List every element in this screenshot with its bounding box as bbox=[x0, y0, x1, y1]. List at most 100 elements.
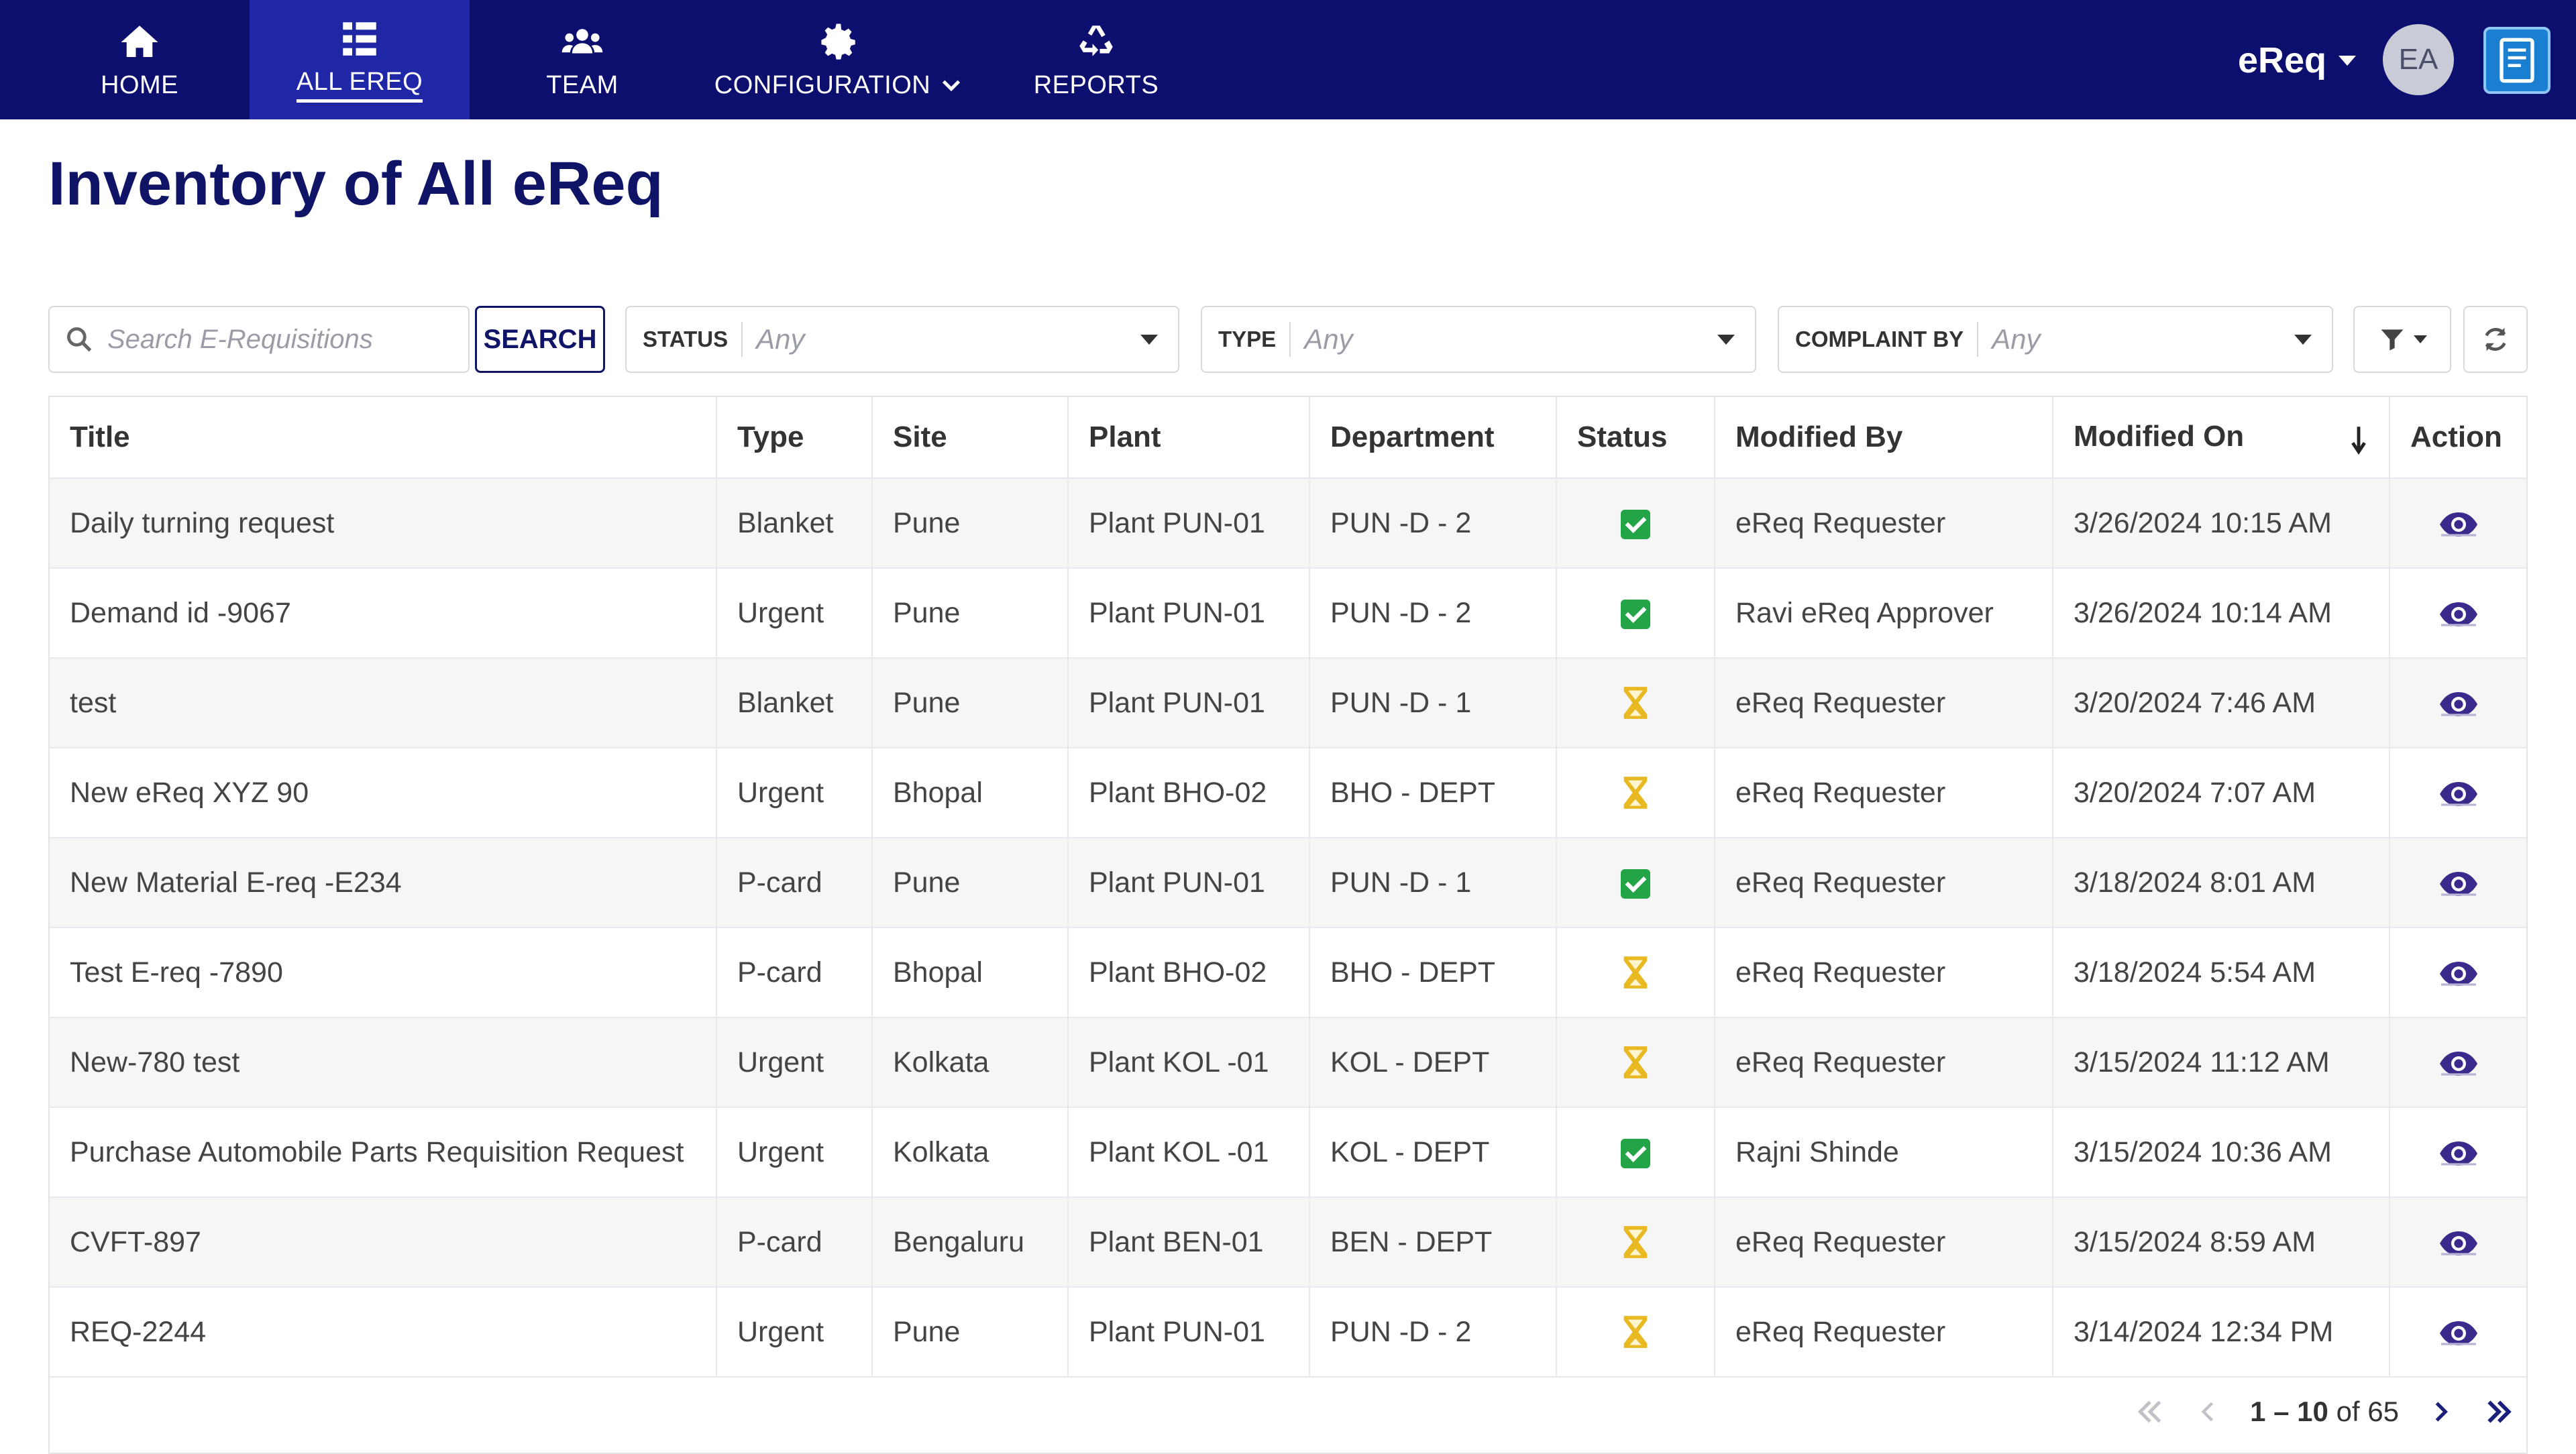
cell-site: Pune bbox=[872, 658, 1069, 748]
approved-check-icon bbox=[1621, 510, 1650, 540]
cell-action bbox=[2390, 838, 2526, 928]
status-filter[interactable]: STATUS Any bbox=[625, 306, 1179, 373]
table-row[interactable]: Demand id -9067 Urgent Pune Plant PUN-01 PUN… bbox=[50, 568, 2526, 659]
nav-team-label: TEAM bbox=[546, 70, 619, 99]
team-icon bbox=[561, 28, 603, 53]
caret-down-icon bbox=[2339, 55, 2357, 66]
app-switcher[interactable]: eReq bbox=[2238, 34, 2357, 87]
cell-type: Blanket bbox=[716, 478, 873, 569]
view-eye-icon[interactable] bbox=[2438, 1049, 2479, 1078]
cell-type: Urgent bbox=[716, 748, 873, 838]
column-header-site[interactable]: Site bbox=[872, 397, 1069, 479]
search-input[interactable] bbox=[106, 323, 458, 355]
cell-type: Urgent bbox=[716, 1107, 873, 1198]
nav-team[interactable]: TEAM bbox=[496, 0, 668, 119]
table-row[interactable]: New Material E-req -E234 P-card Pune Plant … bbox=[50, 838, 2526, 928]
advanced-filter-button[interactable] bbox=[2353, 306, 2451, 373]
cell-action bbox=[2390, 928, 2526, 1018]
nav-all-ereq-label: ALL EREQ bbox=[296, 68, 423, 103]
cell-plant: Plant KOL -01 bbox=[1068, 1107, 1310, 1198]
nav-all-ereq[interactable]: ALL EREQ bbox=[250, 0, 470, 119]
hourglass-icon bbox=[1623, 687, 1648, 720]
column-header-type[interactable]: Type bbox=[716, 397, 873, 479]
cell-department: PUN -D - 1 bbox=[1309, 838, 1557, 928]
cell-action bbox=[2390, 1197, 2526, 1288]
view-eye-icon[interactable] bbox=[2438, 1319, 2479, 1348]
search-button[interactable]: SEARCH bbox=[475, 306, 605, 373]
cell-site: Kolkata bbox=[872, 1017, 1069, 1108]
column-header-modified-by[interactable]: Modified By bbox=[1715, 397, 2053, 479]
hourglass-icon bbox=[1623, 1226, 1648, 1259]
cell-modified-on: 3/20/2024 7:07 AM bbox=[2053, 748, 2390, 838]
cell-modified-on: 3/26/2024 10:14 AM bbox=[2053, 568, 2390, 659]
cell-title: REQ-2244 bbox=[50, 1287, 717, 1378]
cell-action bbox=[2390, 568, 2526, 659]
top-navbar: HOME ALL EREQ TEAM CONFIGURATION REPORTS… bbox=[0, 0, 2576, 119]
column-header-plant[interactable]: Plant bbox=[1068, 397, 1310, 479]
view-eye-icon[interactable] bbox=[2438, 1229, 2479, 1258]
column-header-status[interactable]: Status bbox=[1556, 397, 1715, 479]
type-filter[interactable]: TYPE Any bbox=[1201, 306, 1756, 373]
cell-title: New Material E-req -E234 bbox=[50, 838, 717, 928]
table-row[interactable]: Daily turning request Blanket Pune Plant PU… bbox=[50, 478, 2526, 569]
column-header-title[interactable]: Title bbox=[50, 397, 717, 479]
sort-descending-icon[interactable] bbox=[2349, 425, 2369, 455]
nav-reports-label: REPORTS bbox=[1033, 70, 1159, 99]
cell-department: PUN -D - 1 bbox=[1309, 658, 1557, 748]
cell-site: Pune bbox=[872, 1287, 1069, 1378]
table-row[interactable]: New eReq XYZ 90 Urgent Bhopal Plant BHO-02 B… bbox=[50, 748, 2526, 838]
cell-modified-on: 3/26/2024 10:15 AM bbox=[2053, 478, 2390, 569]
view-eye-icon[interactable] bbox=[2438, 779, 2479, 809]
view-eye-icon[interactable] bbox=[2438, 869, 2479, 899]
table-row[interactable]: Purchase Automobile Parts Requisition Re… bbox=[50, 1107, 2526, 1198]
app-logo[interactable] bbox=[2483, 27, 2551, 94]
table-row[interactable]: New-780 test Urgent Kolkata Plant KOL -01 KO… bbox=[50, 1017, 2526, 1108]
last-page-icon[interactable] bbox=[2482, 1395, 2516, 1429]
refresh-button[interactable] bbox=[2463, 306, 2528, 373]
cell-action bbox=[2390, 1017, 2526, 1108]
next-page-icon[interactable] bbox=[2426, 1397, 2455, 1427]
cell-modified-by: eReq Requester bbox=[1715, 928, 2053, 1018]
cell-modified-by: eReq Requester bbox=[1715, 838, 2053, 928]
cell-title: test bbox=[50, 658, 717, 748]
table-row[interactable]: Test E-req -7890 P-card Bhopal Plant BHO-02… bbox=[50, 928, 2526, 1018]
cell-title: New-780 test bbox=[50, 1017, 717, 1108]
page-range-text: 1 – 10 of 65 bbox=[2250, 1396, 2399, 1428]
table-row[interactable]: CVFT-897 P-card Bengaluru Plant BEN-01 BEN -… bbox=[50, 1197, 2526, 1288]
cell-type: P-card bbox=[716, 838, 873, 928]
nav-home[interactable]: HOME bbox=[47, 0, 232, 119]
cell-department: BHO - DEPT bbox=[1309, 928, 1557, 1018]
cell-modified-on: 3/15/2024 8:59 AM bbox=[2053, 1197, 2390, 1288]
nav-configuration[interactable]: CONFIGURATION bbox=[698, 0, 979, 119]
type-filter-label: TYPE bbox=[1202, 322, 1291, 357]
cell-modified-on: 3/18/2024 5:54 AM bbox=[2053, 928, 2390, 1018]
cell-site: Bengaluru bbox=[872, 1197, 1069, 1288]
cell-department: BHO - DEPT bbox=[1309, 748, 1557, 838]
view-eye-icon[interactable] bbox=[2438, 1139, 2479, 1168]
caret-down-icon bbox=[2414, 335, 2427, 343]
app-switcher-label: eReq bbox=[2238, 40, 2327, 80]
view-eye-icon[interactable] bbox=[2438, 600, 2479, 629]
cell-plant: Plant PUN-01 bbox=[1068, 1287, 1310, 1378]
avatar[interactable]: EA bbox=[2383, 24, 2454, 95]
previous-page-icon[interactable] bbox=[2194, 1397, 2223, 1427]
cell-plant: Plant PUN-01 bbox=[1068, 478, 1310, 569]
view-eye-icon[interactable] bbox=[2438, 689, 2479, 719]
first-page-icon[interactable] bbox=[2133, 1395, 2167, 1429]
complaint-by-filter-value: Any bbox=[1992, 323, 2041, 355]
cell-action bbox=[2390, 1107, 2526, 1198]
cell-title: Daily turning request bbox=[50, 478, 717, 569]
caret-down-icon bbox=[1140, 334, 1158, 345]
cell-status bbox=[1556, 658, 1715, 748]
cell-plant: Plant PUN-01 bbox=[1068, 838, 1310, 928]
cell-status bbox=[1556, 478, 1715, 569]
view-eye-icon[interactable] bbox=[2438, 959, 2479, 989]
column-header-modified-on[interactable]: Modified On bbox=[2053, 397, 2390, 479]
table-row[interactable]: REQ-2244 Urgent Pune Plant PUN-01 PUN -D - 2… bbox=[50, 1287, 2526, 1378]
complaint-by-filter[interactable]: COMPLAINT BY Any bbox=[1778, 306, 2333, 373]
column-header-department[interactable]: Department bbox=[1309, 397, 1557, 479]
nav-reports[interactable]: REPORTS bbox=[1013, 0, 1179, 119]
view-eye-icon[interactable] bbox=[2438, 510, 2479, 539]
list-icon bbox=[343, 22, 376, 56]
table-row[interactable]: test Blanket Pune Plant PUN-01 PUN -D - 1 eRe… bbox=[50, 658, 2526, 748]
